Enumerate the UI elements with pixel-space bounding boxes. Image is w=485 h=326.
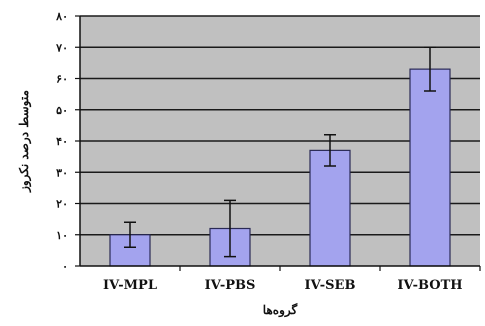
x-tick-label: IV-BOTH <box>397 278 462 293</box>
y-tick-label: ۳۰ <box>56 166 68 179</box>
x-tick-label: IV-PBS <box>205 278 256 293</box>
y-tick-label: ۵۰ <box>56 104 68 117</box>
y-tick-label: ۸۰ <box>55 10 68 23</box>
y-tick-label: ۶۰ <box>56 73 68 86</box>
y-tick-label: ۱۰ <box>56 229 68 242</box>
bars <box>109 68 451 267</box>
bar <box>309 149 351 267</box>
bar <box>409 68 451 267</box>
x-tick-label: IV-MPL <box>103 278 157 293</box>
y-axis-title: متوسط درصد نکروز <box>17 90 32 193</box>
x-axis-title: گروه‌ها <box>263 302 298 318</box>
y-tick-label: ۰ <box>62 260 68 273</box>
y-tick-label: ۴۰ <box>56 135 68 148</box>
y-tick-label: ۷۰ <box>55 41 68 54</box>
error-bars <box>124 46 436 258</box>
x-tick-labels: IV-MPL IV-PBS IV-SEB IV-BOTH <box>103 266 481 293</box>
y-tick-label: ۲۰ <box>56 198 68 211</box>
x-tick-label: IV-SEB <box>305 278 356 293</box>
y-tick-labels: ۰ ۱۰ ۲۰ ۳۰ ۴۰ ۵۰ ۶۰ ۷۰ ۸۰ <box>55 10 80 273</box>
